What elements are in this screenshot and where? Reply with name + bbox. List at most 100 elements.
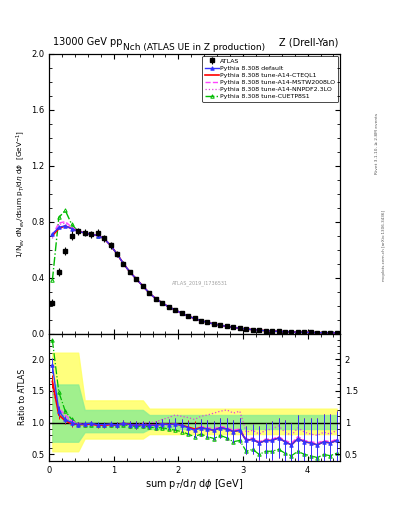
Pythia 8.308 default: [309, 329, 313, 335]
Pythia 8.308 tune-A14-NNPDF2.3LO: [121, 261, 126, 267]
Pythia 8.308 default: [102, 236, 107, 242]
Pythia 8.308 tune-A14-MSTW2008LO: [270, 328, 274, 334]
Pythia 8.308 default: [283, 329, 287, 335]
Pythia 8.308 default: [173, 307, 178, 313]
Pythia 8.308 tune-A14-NNPDF2.3LO: [128, 269, 132, 275]
Pythia 8.308 default: [115, 251, 119, 257]
Pythia 8.308 tune-A14-CTEQL1: [309, 329, 313, 335]
Pythia 8.308 tune-A14-MSTW2008LO: [147, 290, 152, 296]
Pythia 8.308 tune-A14-MSTW2008LO: [315, 330, 320, 336]
Pythia 8.308 default: [147, 290, 152, 296]
Pythia 8.308 tune-CUETP8S1: [328, 330, 332, 336]
Line: Pythia 8.308 default: Pythia 8.308 default: [51, 224, 338, 335]
Pythia 8.308 default: [315, 330, 320, 336]
Legend: ATLAS, Pythia 8.308 default, Pythia 8.308 tune-A14-CTEQL1, Pythia 8.308 tune-A14: ATLAS, Pythia 8.308 default, Pythia 8.30…: [202, 56, 338, 102]
Pythia 8.308 tune-A14-MSTW2008LO: [50, 232, 55, 239]
Pythia 8.308 tune-CUETP8S1: [82, 230, 87, 236]
Pythia 8.308 tune-A14-NNPDF2.3LO: [205, 319, 210, 326]
Pythia 8.308 tune-A14-NNPDF2.3LO: [218, 322, 223, 328]
Pythia 8.308 tune-CUETP8S1: [250, 327, 255, 333]
Pythia 8.308 tune-A14-MSTW2008LO: [140, 283, 145, 289]
Pythia 8.308 tune-CUETP8S1: [173, 307, 178, 313]
Pythia 8.308 tune-A14-NNPDF2.3LO: [192, 315, 197, 322]
Pythia 8.308 tune-A14-CTEQL1: [321, 330, 326, 336]
Pythia 8.308 tune-A14-NNPDF2.3LO: [321, 330, 326, 336]
Pythia 8.308 default: [257, 327, 261, 333]
Pythia 8.308 tune-A14-NNPDF2.3LO: [147, 290, 152, 296]
Pythia 8.308 tune-A14-CTEQL1: [257, 327, 261, 333]
Pythia 8.308 tune-A14-CTEQL1: [283, 329, 287, 335]
Pythia 8.308 tune-A14-CTEQL1: [50, 232, 55, 239]
Pythia 8.308 tune-A14-MSTW2008LO: [102, 236, 107, 242]
Pythia 8.308 tune-A14-CTEQL1: [57, 226, 61, 232]
Text: Z (Drell-Yan): Z (Drell-Yan): [279, 37, 339, 47]
Pythia 8.308 tune-A14-NNPDF2.3LO: [82, 230, 87, 236]
Pythia 8.308 default: [160, 300, 165, 306]
Pythia 8.308 tune-CUETP8S1: [95, 232, 100, 239]
Pythia 8.308 tune-A14-CTEQL1: [250, 327, 255, 333]
Pythia 8.308 tune-A14-NNPDF2.3LO: [160, 300, 165, 306]
Pythia 8.308 tune-A14-CTEQL1: [121, 261, 126, 267]
Pythia 8.308 tune-A14-CTEQL1: [115, 251, 119, 257]
Pythia 8.308 tune-A14-NNPDF2.3LO: [173, 307, 178, 313]
Text: Rivet 3.1.10, ≥ 2.8M events: Rivet 3.1.10, ≥ 2.8M events: [375, 113, 379, 174]
Pythia 8.308 tune-A14-CTEQL1: [102, 236, 107, 242]
Pythia 8.308 tune-CUETP8S1: [198, 317, 203, 324]
Pythia 8.308 default: [179, 310, 184, 316]
Pythia 8.308 default: [218, 322, 223, 328]
Pythia 8.308 tune-A14-CTEQL1: [302, 329, 307, 335]
Pythia 8.308 tune-A14-NNPDF2.3LO: [179, 310, 184, 316]
Pythia 8.308 tune-A14-MSTW2008LO: [218, 322, 223, 328]
Pythia 8.308 tune-A14-CTEQL1: [166, 304, 171, 310]
Pythia 8.308 tune-CUETP8S1: [128, 269, 132, 275]
Pythia 8.308 tune-A14-NNPDF2.3LO: [276, 328, 281, 334]
Pythia 8.308 tune-A14-MSTW2008LO: [334, 330, 339, 336]
Pythia 8.308 tune-CUETP8S1: [50, 278, 55, 284]
X-axis label: sum p$_T$/d$\eta$ d$\phi$ [GeV]: sum p$_T$/d$\eta$ d$\phi$ [GeV]: [145, 477, 244, 492]
Pythia 8.308 tune-A14-CTEQL1: [205, 319, 210, 326]
Pythia 8.308 tune-A14-NNPDF2.3LO: [70, 224, 74, 230]
Pythia 8.308 default: [237, 325, 242, 331]
Pythia 8.308 tune-A14-MSTW2008LO: [153, 295, 158, 302]
Pythia 8.308 default: [276, 328, 281, 334]
Pythia 8.308 tune-CUETP8S1: [192, 315, 197, 322]
Pythia 8.308 tune-A14-MSTW2008LO: [108, 242, 113, 248]
Y-axis label: Ratio to ATLAS: Ratio to ATLAS: [18, 369, 27, 425]
Pythia 8.308 tune-A14-NNPDF2.3LO: [257, 327, 261, 333]
Pythia 8.308 default: [270, 328, 274, 334]
Pythia 8.308 tune-A14-NNPDF2.3LO: [95, 232, 100, 239]
Pythia 8.308 tune-A14-NNPDF2.3LO: [140, 283, 145, 289]
Pythia 8.308 tune-CUETP8S1: [334, 330, 339, 336]
Pythia 8.308 tune-CUETP8S1: [276, 328, 281, 334]
Line: Pythia 8.308 tune-A14-CTEQL1: Pythia 8.308 tune-A14-CTEQL1: [52, 226, 337, 333]
Line: Pythia 8.308 tune-A14-NNPDF2.3LO: Pythia 8.308 tune-A14-NNPDF2.3LO: [52, 223, 337, 333]
Pythia 8.308 default: [263, 328, 268, 334]
Pythia 8.308 tune-A14-MSTW2008LO: [328, 330, 332, 336]
Pythia 8.308 tune-CUETP8S1: [309, 329, 313, 335]
Pythia 8.308 tune-A14-CTEQL1: [296, 329, 300, 335]
Pythia 8.308 tune-A14-MSTW2008LO: [89, 231, 94, 238]
Pythia 8.308 tune-A14-CTEQL1: [63, 223, 68, 229]
Pythia 8.308 tune-A14-NNPDF2.3LO: [89, 231, 94, 238]
Text: ATLAS_2019_I1736531: ATLAS_2019_I1736531: [172, 281, 228, 286]
Line: Pythia 8.308 tune-CUETP8S1: Pythia 8.308 tune-CUETP8S1: [51, 209, 338, 335]
Pythia 8.308 tune-A14-NNPDF2.3LO: [270, 328, 274, 334]
Pythia 8.308 tune-A14-NNPDF2.3LO: [153, 295, 158, 302]
Pythia 8.308 tune-A14-MSTW2008LO: [296, 329, 300, 335]
Pythia 8.308 tune-CUETP8S1: [321, 330, 326, 336]
Pythia 8.308 tune-A14-CTEQL1: [108, 242, 113, 248]
Pythia 8.308 tune-A14-CTEQL1: [153, 295, 158, 302]
Pythia 8.308 tune-A14-CTEQL1: [179, 310, 184, 316]
Pythia 8.308 tune-A14-NNPDF2.3LO: [231, 325, 236, 331]
Pythia 8.308 tune-A14-MSTW2008LO: [224, 324, 229, 330]
Pythia 8.308 tune-A14-MSTW2008LO: [309, 329, 313, 335]
Pythia 8.308 tune-A14-MSTW2008LO: [128, 269, 132, 275]
Pythia 8.308 tune-A14-NNPDF2.3LO: [57, 221, 61, 227]
Pythia 8.308 default: [63, 223, 68, 229]
Pythia 8.308 tune-A14-CTEQL1: [95, 232, 100, 239]
Pythia 8.308 default: [321, 330, 326, 336]
Pythia 8.308 tune-CUETP8S1: [237, 325, 242, 331]
Pythia 8.308 tune-A14-CTEQL1: [244, 326, 249, 332]
Pythia 8.308 tune-A14-MSTW2008LO: [166, 304, 171, 310]
Pythia 8.308 tune-A14-NNPDF2.3LO: [315, 330, 320, 336]
